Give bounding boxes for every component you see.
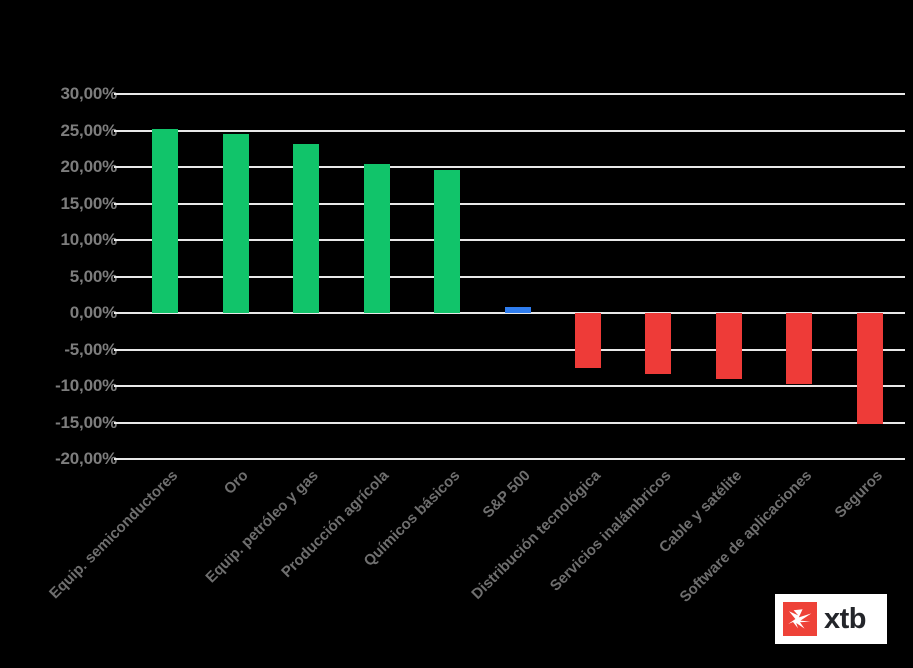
x-axis-category-label: Seguros — [831, 467, 886, 522]
y-axis-tick-mark — [114, 312, 130, 314]
plot-area — [114, 93, 905, 460]
zero-gridline — [130, 312, 905, 314]
y-axis-tick-mark — [114, 93, 130, 95]
gridline — [130, 166, 905, 168]
bar-positive — [434, 169, 461, 313]
y-axis-tick-label: 25,00% — [60, 120, 118, 140]
y-axis-tick-label: 0,00% — [69, 303, 117, 322]
bars — [130, 94, 905, 459]
gridline — [130, 202, 905, 205]
y-axis-tick-label: 20,00% — [60, 157, 118, 176]
bar-benchmark — [504, 307, 531, 313]
bar-positive — [293, 144, 320, 313]
y-axis-tick-mark — [114, 166, 130, 168]
x-axis-category-label: Servicios inalámbricos — [546, 467, 675, 595]
y-axis-tick-mark — [114, 458, 130, 460]
y-axis-tick-mark — [114, 421, 130, 424]
gridline — [130, 385, 905, 387]
y-axis-tick-label: 5,00% — [69, 266, 117, 286]
y-axis-tick-mark — [114, 275, 130, 278]
bar-negative — [715, 313, 742, 379]
y-axis-tick-mark — [114, 202, 130, 205]
x-axis-category-label: Software de aplicaciones — [676, 467, 816, 606]
gridline — [130, 275, 905, 278]
y-axis-tick-label: -5,00% — [64, 339, 117, 359]
y-axis-tick-label: -10,00% — [55, 376, 117, 395]
bar-positive — [152, 129, 179, 313]
y-axis-tick-label: 30,00% — [60, 84, 118, 103]
xtb-wordmark: xtb — [824, 602, 867, 635]
y-axis-tick-label: 15,00% — [60, 193, 118, 213]
y-axis-tick-label: -15,00% — [55, 412, 117, 432]
y-axis-tick-label: 10,00% — [60, 230, 118, 249]
xtb-x-arrow-icon — [783, 602, 817, 636]
bar-negative — [645, 313, 672, 374]
x-axis-category-label: Distribución tecnológica — [468, 467, 604, 603]
gridline — [130, 348, 905, 351]
x-axis-category-label: S&P 500 — [479, 467, 534, 522]
gridline — [130, 421, 905, 424]
xtb-logo: xtb — [775, 594, 887, 644]
gridline — [130, 129, 905, 132]
y-axis-tick-label: -20,00% — [55, 449, 117, 468]
bar-negative — [856, 313, 883, 424]
y-axis: 30,00% 25,00% 20,00% 15,00% 10,00% 5,00% 0,00%… — [0, 0, 125, 668]
bar-negative — [574, 313, 601, 368]
y-axis-tick-mark — [114, 129, 130, 132]
gridline — [130, 458, 905, 460]
bar-negative — [786, 313, 813, 384]
bar-positive — [222, 134, 249, 313]
y-axis-tick-mark — [114, 239, 130, 241]
y-axis-tick-mark — [114, 385, 130, 387]
gridline — [130, 93, 905, 95]
y-axis-tick-mark — [114, 348, 130, 351]
x-axis-category-label: Oro — [220, 467, 252, 498]
gridline — [130, 239, 905, 241]
bar-positive — [363, 164, 390, 313]
